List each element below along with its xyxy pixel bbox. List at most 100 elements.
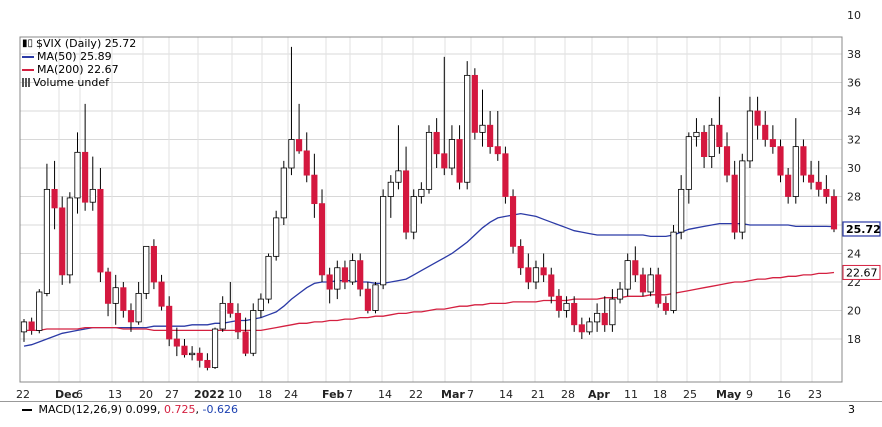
candle-body bbox=[448, 139, 455, 169]
candle-body bbox=[36, 291, 43, 331]
candle-body bbox=[43, 188, 50, 294]
candle-body bbox=[792, 146, 799, 197]
candle-body bbox=[586, 321, 593, 333]
candle-body bbox=[471, 74, 478, 133]
x-tick-label: 14 bbox=[499, 388, 513, 401]
candle-body bbox=[51, 188, 58, 209]
candle-body bbox=[143, 245, 150, 294]
candle-body bbox=[357, 260, 364, 290]
candle-body bbox=[731, 174, 738, 233]
candle-body bbox=[609, 298, 616, 326]
x-tick-label: Mar bbox=[441, 388, 465, 401]
candle-body bbox=[74, 151, 81, 199]
candle-body bbox=[120, 287, 127, 311]
macd-swatch bbox=[22, 409, 32, 411]
candle-body bbox=[97, 188, 104, 273]
candle-body bbox=[639, 274, 647, 293]
x-tick-label: 22 bbox=[16, 388, 30, 401]
candle-body bbox=[395, 170, 402, 183]
candle-body bbox=[257, 298, 264, 311]
candle-body bbox=[364, 288, 371, 311]
candle-body bbox=[66, 197, 73, 276]
candle-body bbox=[173, 338, 180, 347]
y-tick-label: 36 bbox=[847, 77, 861, 90]
candle-body bbox=[372, 284, 379, 311]
x-tick-label: 23 bbox=[808, 388, 822, 401]
last-price-label: 25.72 bbox=[846, 223, 881, 236]
candle-body bbox=[273, 217, 280, 257]
candlestick-icon: ▮▯ bbox=[22, 38, 34, 49]
candle-body bbox=[82, 151, 89, 203]
candle-body bbox=[265, 255, 272, 300]
legend-title-row: ▮▯ $VIX (Daily) 25.72 bbox=[22, 37, 136, 50]
candle-body bbox=[464, 74, 471, 183]
y-tick-label: 28 bbox=[847, 191, 861, 204]
volume-bars-icon bbox=[22, 78, 31, 87]
candle-body bbox=[211, 328, 219, 368]
macd-axis-value: 3 bbox=[848, 403, 855, 416]
candle-body bbox=[762, 124, 769, 140]
ma200-price-label: 22.67 bbox=[846, 266, 878, 279]
last-price-tag bbox=[842, 221, 881, 237]
y-tick-label: 18 bbox=[847, 333, 861, 346]
x-tick-label: 9 bbox=[746, 388, 753, 401]
candle-body bbox=[685, 136, 692, 190]
x-tick-label: 20 bbox=[139, 388, 153, 401]
candle-body bbox=[655, 274, 662, 304]
candle-body bbox=[571, 302, 578, 326]
candle-body bbox=[89, 188, 96, 203]
x-tick-label: May bbox=[716, 388, 741, 401]
x-tick-label: 14 bbox=[378, 388, 392, 401]
candle-body bbox=[425, 131, 433, 190]
ma200-price-tag bbox=[842, 264, 881, 280]
candle-body bbox=[532, 267, 540, 283]
candle-body bbox=[28, 321, 35, 331]
candle-body bbox=[242, 331, 249, 354]
candle-body bbox=[548, 274, 555, 297]
candle-body bbox=[525, 267, 532, 283]
macd-value-2: 0.725 bbox=[164, 403, 196, 416]
candle-body bbox=[670, 231, 677, 311]
x-tick-label: 16 bbox=[777, 388, 791, 401]
candle-body bbox=[616, 288, 624, 300]
candle-body bbox=[158, 281, 165, 307]
candle-body bbox=[311, 174, 318, 205]
candle-body bbox=[502, 153, 509, 197]
chart-legend: ▮▯ $VIX (Daily) 25.72 MA(50) 25.89 MA(20… bbox=[22, 37, 136, 89]
candle-body bbox=[288, 139, 295, 169]
x-tick-label: Feb bbox=[322, 388, 345, 401]
candle-body bbox=[250, 310, 257, 354]
candle-body bbox=[754, 110, 761, 126]
ma50-swatch bbox=[22, 55, 34, 58]
legend-ma200-label: MA(200) 22.67 bbox=[37, 63, 119, 76]
candle-body bbox=[387, 181, 394, 197]
candle-body bbox=[181, 345, 188, 356]
y-tick-label: 20 bbox=[847, 305, 861, 318]
candle-body bbox=[196, 352, 203, 361]
candle-body bbox=[380, 196, 387, 286]
ma50-line bbox=[23, 212, 835, 347]
candle-body bbox=[166, 305, 173, 340]
candle-body bbox=[189, 352, 196, 356]
x-tick-label: 18 bbox=[653, 388, 667, 401]
ma200-swatch bbox=[22, 68, 34, 71]
candle-body bbox=[701, 131, 708, 158]
macd-value-1: 0.099 bbox=[125, 403, 158, 416]
candle-body bbox=[739, 160, 746, 233]
x-tick-label: 28 bbox=[561, 388, 575, 401]
candle-body bbox=[20, 321, 28, 333]
x-tick-label: 24 bbox=[284, 388, 298, 401]
legend-ma50: MA(50) 25.89 bbox=[22, 50, 136, 63]
y-tick-label: 10 bbox=[847, 9, 861, 22]
candle-body bbox=[578, 324, 585, 333]
candle-body bbox=[318, 203, 326, 276]
candle-body bbox=[708, 124, 715, 158]
x-tick-label: 27 bbox=[165, 388, 179, 401]
candle-body bbox=[104, 271, 112, 304]
candle-body bbox=[830, 196, 838, 230]
candle-body bbox=[280, 167, 287, 219]
legend-ma200: MA(200) 22.67 bbox=[22, 63, 136, 76]
candle-body bbox=[815, 181, 822, 190]
